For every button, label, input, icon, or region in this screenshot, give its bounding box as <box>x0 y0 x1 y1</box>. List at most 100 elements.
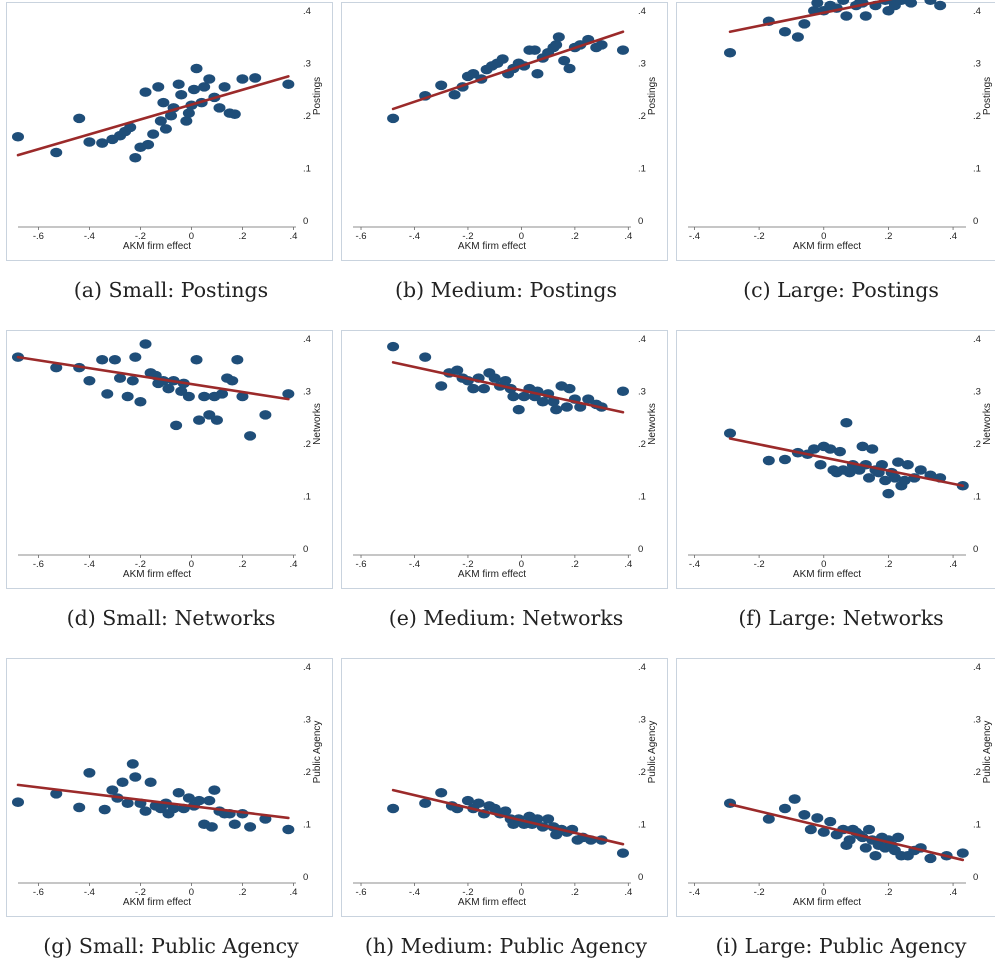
data-point <box>83 137 95 147</box>
y-tick-label: 0 <box>973 872 978 883</box>
data-point <box>805 825 817 835</box>
y-tick-label: .3 <box>638 387 646 398</box>
x-tick-label: -.4 <box>689 231 700 242</box>
data-point <box>173 788 185 798</box>
x-tick-label: -.6 <box>33 231 44 242</box>
data-point <box>198 392 210 402</box>
data-point <box>96 355 108 365</box>
data-point <box>824 817 836 827</box>
data-point <box>12 132 24 142</box>
x-tick-label: -.6 <box>33 559 44 570</box>
data-point <box>140 87 152 97</box>
data-point <box>191 355 203 365</box>
data-point <box>892 833 904 843</box>
y-tick-label: .1 <box>638 492 646 503</box>
data-point <box>860 843 872 853</box>
y-tick-label: .1 <box>973 492 981 503</box>
data-point <box>387 804 399 814</box>
data-point <box>553 32 565 42</box>
data-point <box>142 140 154 150</box>
y-tick-label: .4 <box>973 6 981 17</box>
chart-frame <box>677 659 995 917</box>
x-tick-label: -.4 <box>409 231 420 242</box>
y-axis-label: Networks <box>982 403 993 445</box>
y-tick-label: .2 <box>303 111 311 122</box>
x-axis-label: AKM firm effect <box>458 897 526 908</box>
data-point <box>175 90 187 100</box>
y-tick-label: .2 <box>638 767 646 778</box>
x-tick-label: .2 <box>571 231 579 242</box>
x-tick-label: .4 <box>949 231 957 242</box>
x-axis-label: AKM firm effect <box>793 241 861 252</box>
x-tick-label: -.6 <box>355 887 366 898</box>
data-point <box>170 421 182 431</box>
x-tick-label: .4 <box>624 887 632 898</box>
data-point <box>219 82 231 92</box>
x-tick-label: .2 <box>238 559 246 570</box>
data-point <box>882 489 894 499</box>
data-point <box>467 384 479 394</box>
y-tick-label: .2 <box>973 111 981 122</box>
panel-caption: (d) Small: Networks <box>6 598 336 638</box>
x-tick-label: -.4 <box>409 559 420 570</box>
data-point <box>127 376 139 386</box>
data-point <box>12 797 24 807</box>
x-tick-label: .4 <box>289 559 297 570</box>
x-tick-label: -.2 <box>754 887 765 898</box>
y-tick-label: .1 <box>303 492 311 503</box>
y-tick-label: .3 <box>638 715 646 726</box>
data-point <box>840 11 852 21</box>
x-tick-label: .4 <box>624 231 632 242</box>
data-point <box>811 813 823 823</box>
y-tick-label: 0 <box>638 872 643 883</box>
data-point <box>109 355 121 365</box>
x-tick-label: .4 <box>624 559 632 570</box>
data-point <box>473 798 485 808</box>
data-point <box>724 428 736 438</box>
x-tick-label: .2 <box>884 559 892 570</box>
chart-frame <box>677 3 995 261</box>
chart-frame <box>342 331 668 589</box>
y-axis-label: Public Agency <box>982 721 993 784</box>
data-point <box>449 90 461 100</box>
x-tick-label: .2 <box>238 231 246 242</box>
data-point <box>191 64 203 74</box>
x-axis-label: AKM firm effect <box>123 569 191 580</box>
y-tick-label: 0 <box>638 216 643 227</box>
data-point <box>834 447 846 457</box>
data-point <box>815 460 827 470</box>
data-point <box>229 819 241 829</box>
y-axis-label: Public Agency <box>312 721 323 784</box>
x-tick-label: -.6 <box>355 231 366 242</box>
y-tick-label: .1 <box>638 164 646 175</box>
y-tick-label: .4 <box>638 6 646 17</box>
data-point <box>160 124 172 134</box>
data-point <box>208 785 220 795</box>
y-tick-label: .4 <box>638 334 646 345</box>
y-tick-label: .4 <box>303 334 311 345</box>
data-point <box>231 355 243 365</box>
y-tick-label: 0 <box>303 872 308 883</box>
data-point <box>564 64 576 74</box>
y-axis-label: Postings <box>647 77 658 115</box>
chart-frame <box>342 659 668 917</box>
x-tick-label: -.4 <box>409 887 420 898</box>
x-tick-label: .2 <box>238 887 246 898</box>
data-point <box>564 384 576 394</box>
data-point <box>763 456 775 466</box>
y-tick-label: .2 <box>973 439 981 450</box>
y-tick-label: .1 <box>973 164 981 175</box>
y-axis-label: Postings <box>312 77 323 115</box>
data-point <box>206 822 218 832</box>
